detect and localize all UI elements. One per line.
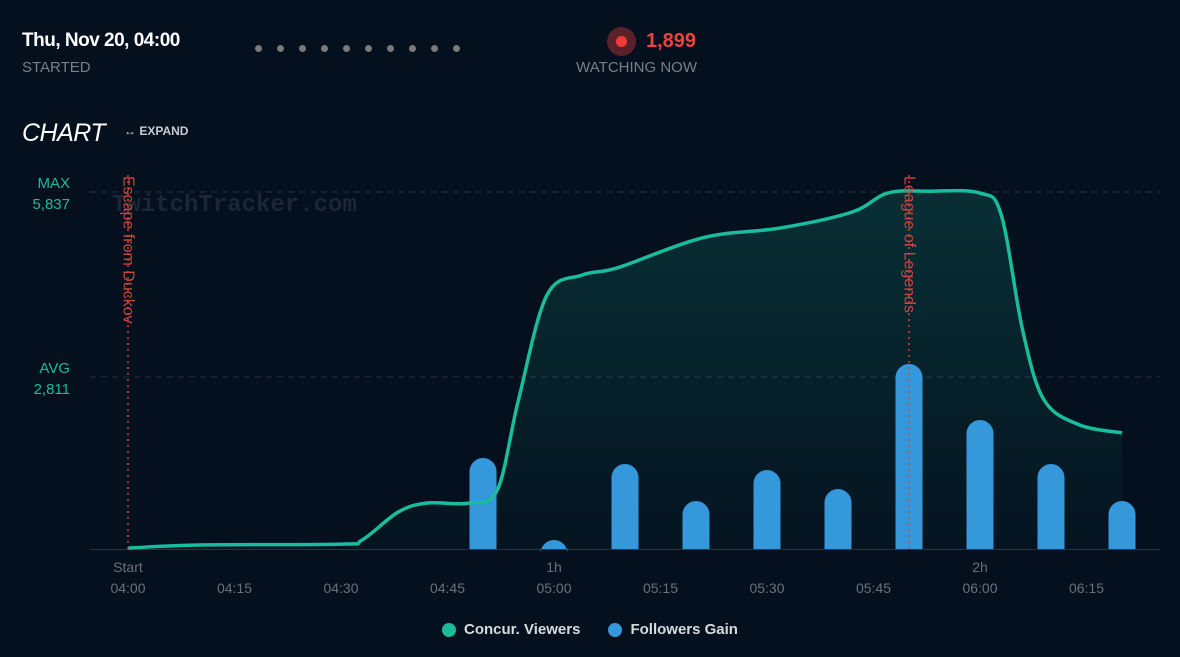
dot[interactable] [365, 45, 372, 52]
x-tick-label: 05:30 [749, 580, 784, 596]
legend-viewers-label: Concur. Viewers [464, 621, 581, 638]
followers-bar[interactable] [966, 420, 994, 549]
chart-legend: Concur. Viewers Followers Gain [0, 621, 1180, 638]
x-tick-label: 05:00 [536, 580, 571, 596]
started-label: STARTED [22, 59, 91, 76]
followers-bar[interactable] [753, 470, 781, 549]
chart-title: CHART [22, 119, 106, 147]
dot[interactable] [409, 45, 416, 52]
x-tick-label: 06:00 [962, 580, 997, 596]
avg-label: AVG [39, 360, 70, 377]
dot[interactable] [277, 45, 284, 52]
dot[interactable] [343, 45, 350, 52]
followers-bar[interactable] [1108, 501, 1136, 549]
followers-bar[interactable] [824, 489, 852, 549]
dot[interactable] [299, 45, 306, 52]
x-tick-label: 04:30 [323, 580, 358, 596]
x-tick-label: 05:15 [643, 580, 678, 596]
watching-now-label: WATCHING NOW [576, 59, 697, 76]
x-tick-label: 04:15 [217, 580, 252, 596]
followers-bar[interactable] [895, 364, 923, 549]
x-tick-duration: 2h [972, 559, 988, 575]
followers-bar[interactable] [1037, 463, 1065, 549]
followers-bar[interactable] [540, 540, 568, 554]
x-tick-label: 04:45 [430, 580, 465, 596]
pagination-dots[interactable] [255, 45, 460, 52]
avg-value: 2,811 [33, 381, 70, 398]
legend-viewers[interactable]: Concur. Viewers [442, 621, 580, 638]
followers-swatch-icon [608, 622, 623, 637]
expand-button[interactable]: ↔ EXPAND [124, 124, 189, 138]
dot[interactable] [453, 45, 460, 52]
x-tick-duration: Start [113, 559, 143, 575]
followers-bar[interactable] [682, 501, 710, 549]
viewers-line[interactable] [127, 188, 1123, 550]
x-tick-duration: 1h [546, 559, 562, 575]
legend-followers[interactable]: Followers Gain [608, 621, 738, 638]
x-tick-label: 06:15 [1069, 580, 1104, 596]
max-value: 5,837 [32, 196, 70, 213]
x-tick-label: 05:45 [856, 580, 891, 596]
viewers-area [128, 190, 1122, 550]
legend-followers-label: Followers Gain [630, 621, 738, 638]
game-annotation-label: League of Legends [901, 176, 918, 313]
dot[interactable] [387, 45, 394, 52]
dot[interactable] [255, 45, 262, 52]
watermark: TwitchTracker.com [112, 192, 357, 219]
max-label: MAX [37, 175, 70, 192]
watching-now-count: 1,899 [646, 30, 697, 52]
followers-bar[interactable] [611, 463, 639, 549]
dot[interactable] [431, 45, 438, 52]
live-indicator-icon [607, 27, 636, 56]
x-tick-label: 04:00 [110, 580, 145, 596]
dot[interactable] [321, 45, 328, 52]
game-annotation-label: Escape from Duckov [120, 176, 137, 324]
viewers-swatch-icon [442, 622, 456, 637]
stream-start-time: Thu, Nov 20, 04:00 [22, 30, 180, 51]
